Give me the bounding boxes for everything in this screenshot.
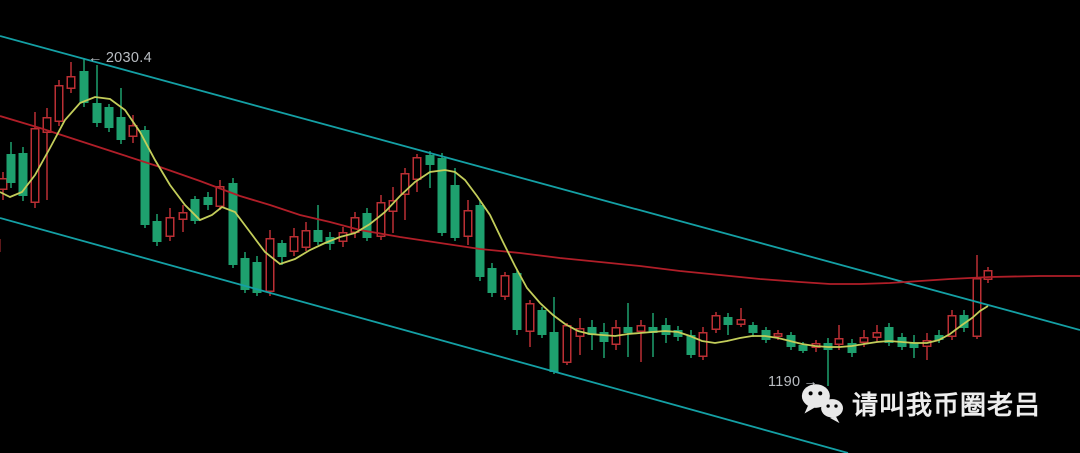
candle-body-up (934, 335, 944, 340)
candle-body-down (128, 125, 138, 137)
candle-body-down (412, 157, 422, 180)
candle-body-up (104, 107, 114, 128)
candle-body-down (500, 275, 510, 297)
candle-body-down (859, 337, 869, 343)
wechat-icon (801, 384, 843, 424)
candle-body-up (190, 199, 200, 221)
candle-body-up (761, 330, 771, 340)
upper-channel-line (0, 35, 1080, 331)
candle-body-down (30, 128, 40, 203)
candle-body-down (872, 332, 882, 338)
candle-body-up (661, 325, 671, 335)
candle-body-up (959, 315, 969, 328)
candle-body-up (152, 221, 162, 242)
candle-body-down (388, 200, 398, 212)
candle-body-down (400, 173, 410, 195)
candle-body-down (376, 202, 386, 237)
lower-channel-line (0, 217, 849, 453)
candle-body-down (215, 186, 225, 207)
candle-body-down (698, 332, 708, 357)
candle-body-down (289, 236, 299, 252)
candle-body-up (203, 197, 213, 205)
candle-body-down (42, 117, 52, 133)
fast-ma-line (0, 96, 989, 348)
candle-body-down (972, 278, 982, 337)
candle-body-up (537, 310, 547, 335)
candle-body-down (773, 333, 783, 337)
candle-body-down (165, 217, 175, 237)
candle-body-up (686, 335, 696, 355)
candle-body-up (909, 343, 919, 348)
candle-body-up (549, 332, 559, 372)
candle-body-down (947, 315, 957, 337)
low-price-label: 1190 (768, 374, 801, 390)
candle-body-down (178, 212, 188, 220)
candle-body-up (18, 153, 28, 196)
candle-body-up (487, 268, 497, 293)
candle-body-up (437, 158, 447, 233)
candle-body-up (623, 327, 633, 333)
candle-body-up (648, 327, 658, 333)
candle-body-up (587, 327, 597, 335)
candle-body-up (723, 317, 733, 325)
candle-body-up (798, 345, 808, 351)
slow-ma-line (0, 115, 1080, 285)
watermark: 请叫我币圈老吕 (799, 382, 1041, 424)
candle-body-up (228, 183, 238, 265)
candle-body-down (463, 210, 473, 237)
candle-body-up (140, 130, 150, 225)
candle-body-down (301, 230, 311, 248)
watermark-text: 请叫我币圈老吕 (852, 389, 1042, 420)
high-price-annotation: ← 2030.4 (85, 50, 152, 66)
candle-body-down (636, 325, 646, 332)
candle-body-up (79, 71, 89, 103)
candle-body-down (66, 76, 76, 89)
candle-body-up (748, 325, 758, 333)
candle-body-up (847, 343, 857, 353)
candle-body-up (599, 332, 609, 342)
left-arrow-icon: ← (88, 50, 103, 66)
candle-body-up (475, 205, 485, 277)
candle-body-down (0, 178, 8, 190)
candle-body-down (265, 238, 275, 292)
candle-body-up (240, 258, 250, 290)
candle-body-up (277, 243, 287, 257)
candle-body-up (884, 327, 894, 343)
candle-body-down (54, 85, 64, 122)
candle-body-down (562, 325, 572, 363)
candle-body-up (512, 273, 522, 330)
candle-body-down (525, 303, 535, 332)
candle-body-up (450, 185, 460, 238)
candle-body-up (673, 330, 683, 337)
candle-body-down (983, 270, 993, 280)
high-price-label: 2030.4 (105, 50, 152, 66)
candle-body-up (6, 154, 16, 183)
candle-body-up (92, 103, 102, 123)
candle-body-down (711, 315, 721, 330)
candle-body-up (313, 230, 323, 242)
candle-body-up (116, 117, 126, 140)
candle-body-down (834, 338, 844, 345)
candle-body-down (736, 319, 746, 325)
candle-body-up (425, 155, 435, 165)
candle-body-up (252, 262, 262, 293)
